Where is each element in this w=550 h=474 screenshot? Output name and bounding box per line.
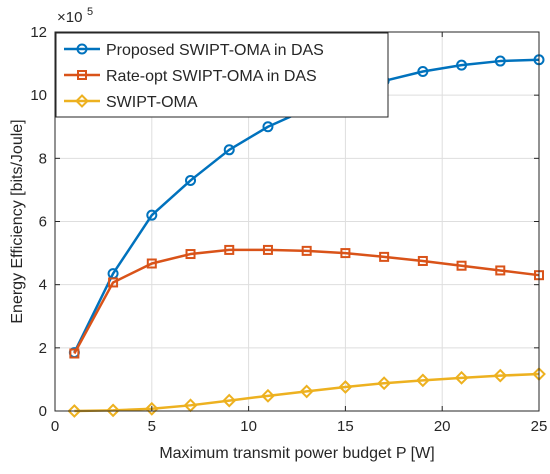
- legend-swatch-marker: [75, 94, 89, 108]
- data-point: [338, 380, 353, 394]
- data-point: [67, 404, 82, 418]
- series-line: [74, 372, 540, 413]
- legend-entry-proposed: Proposed SWIPT-OMA in DAS: [106, 42, 324, 59]
- data-point: [224, 244, 235, 255]
- x-tick-label: 5: [148, 418, 156, 435]
- data-point: [301, 245, 312, 256]
- legend-box: [55, 32, 389, 118]
- data-point: [108, 277, 119, 288]
- y-tick-label: 0: [39, 403, 47, 420]
- data-point: [417, 65, 429, 77]
- ticks: 0 5 10 15 20 25 0 2 4 6 8 10 12: [30, 24, 547, 435]
- data-point: [456, 59, 468, 71]
- data-point: [69, 348, 80, 359]
- data-point: [222, 393, 237, 408]
- data-point: [454, 370, 469, 385]
- legend-swatch-marker: [76, 43, 88, 55]
- legend-entry-swipt-oma: SWIPT-OMA: [106, 94, 198, 111]
- data-point: [223, 144, 235, 156]
- data-point: [144, 401, 159, 416]
- data-point: [379, 251, 390, 262]
- series-line: [73, 248, 540, 355]
- data-point: [495, 265, 506, 276]
- series-2: [69, 244, 544, 359]
- y-multiplier: ×10: [57, 9, 82, 26]
- legend-swatch-marker: [77, 70, 87, 80]
- y-tick-label: 12: [30, 24, 47, 41]
- legend: Proposed SWIPT-OMA in DAS Rate-opt SWIPT…: [55, 32, 389, 118]
- legend-entry-rate-opt: Rate-opt SWIPT-OMA in DAS: [106, 68, 317, 85]
- x-tick-label: 25: [531, 418, 548, 435]
- data-point: [377, 376, 392, 391]
- data-point: [146, 258, 157, 269]
- y-axis-label: Energy Efficiency [bits/Joule]: [9, 119, 26, 323]
- data-point: [493, 368, 508, 383]
- data-point: [106, 403, 120, 418]
- x-tick-label: 20: [434, 418, 451, 435]
- y-tick-label: 8: [39, 150, 47, 167]
- y-tick-label: 6: [39, 214, 47, 231]
- x-tick-label: 15: [337, 418, 354, 435]
- data-point: [261, 388, 275, 403]
- series-3: [67, 367, 546, 418]
- x-axis-label: Maximum transmit power budget P [W]: [159, 445, 434, 462]
- data-point: [456, 260, 467, 271]
- data-point: [417, 255, 428, 266]
- data-point: [299, 384, 314, 399]
- x-tick-label: 0: [51, 418, 59, 435]
- data-point: [494, 55, 506, 67]
- y-multiplier-exponent: 5: [87, 6, 93, 18]
- data-point: [340, 248, 351, 259]
- data-point: [415, 373, 430, 388]
- y-tick-label: 4: [39, 277, 47, 294]
- y-tick-label: 2: [39, 340, 47, 357]
- data-point: [185, 174, 197, 186]
- x-tick-label: 10: [240, 418, 257, 435]
- data-point: [262, 244, 273, 255]
- data-point: [146, 209, 158, 221]
- y-tick-label: 10: [30, 87, 47, 104]
- data-point: [185, 249, 196, 260]
- data-point: [262, 121, 274, 133]
